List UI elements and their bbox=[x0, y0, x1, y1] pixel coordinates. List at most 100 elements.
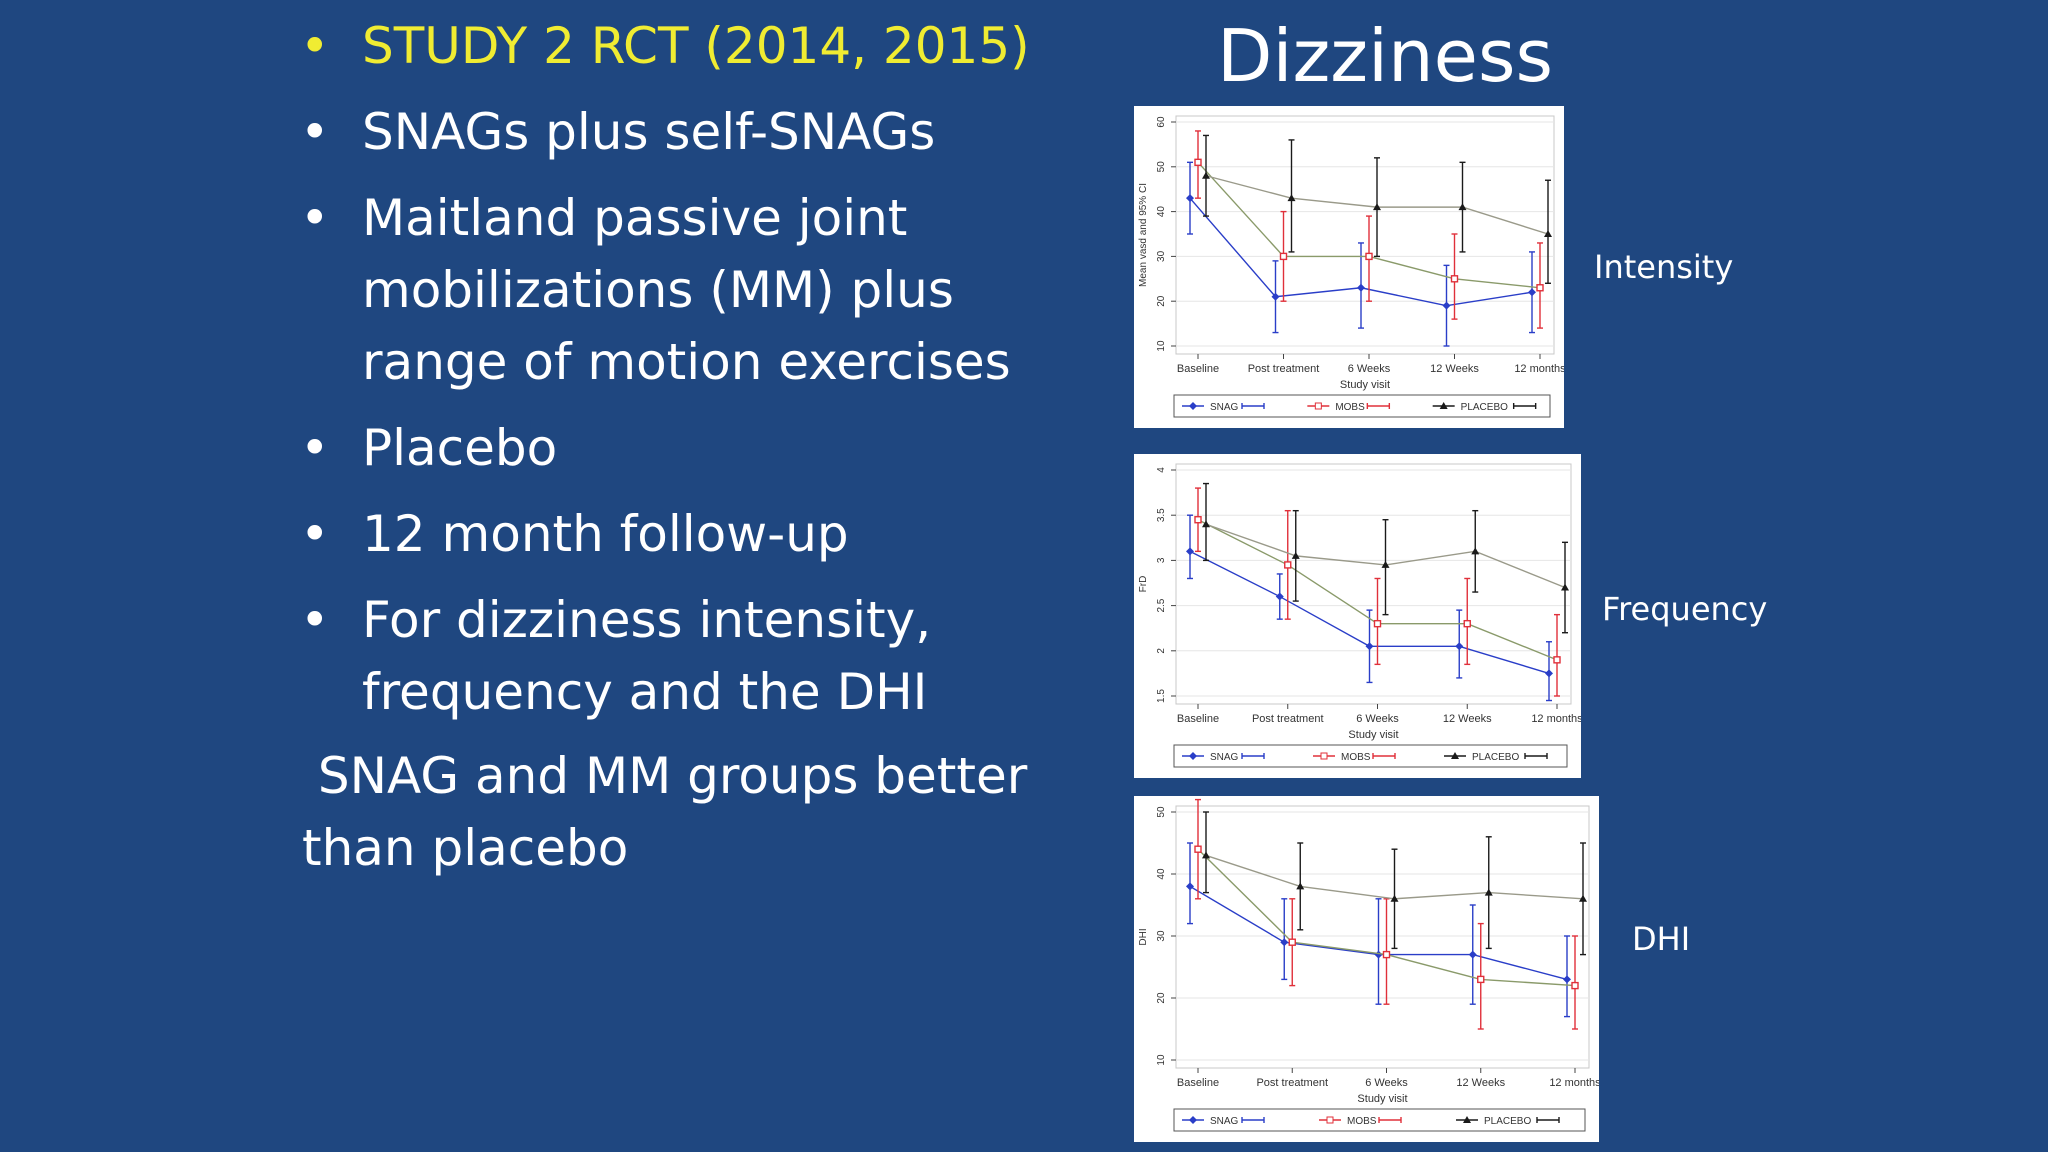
chart-panel-intensity: 10 20 30 40 50 60 Mean vasd and 95% CI Baseline… bbox=[1134, 106, 1564, 428]
legend-label: PLACEBO bbox=[1484, 1116, 1531, 1127]
y-axis-label: FrD bbox=[1138, 576, 1149, 593]
point-mobs bbox=[1463, 619, 1471, 628]
chart-dhi: 10 20 30 40 50 DHI Baseline Post treatment 6 Wee… bbox=[1138, 798, 1599, 1132]
x-tick-label: Post treatment bbox=[1256, 1077, 1328, 1089]
point-mobs bbox=[1284, 561, 1292, 569]
point-snag bbox=[1357, 283, 1365, 292]
x-axis-label: Study visit bbox=[1340, 379, 1390, 391]
point-placebo bbox=[1579, 894, 1587, 902]
point-snag bbox=[1455, 642, 1464, 651]
y-tick-label: 3.5 bbox=[1156, 508, 1167, 522]
legend-label: MOBS bbox=[1335, 402, 1365, 413]
point-snag bbox=[1528, 288, 1536, 297]
bullet-dot: • bbox=[300, 591, 330, 649]
x-tick-label: 6 Weeks bbox=[1356, 713, 1399, 725]
legend-box bbox=[1173, 394, 1551, 418]
legend-marker bbox=[1451, 752, 1459, 759]
point-mobs bbox=[1536, 284, 1544, 292]
x-tick-label: 12 Weeks bbox=[1443, 713, 1492, 725]
bullet-follow-up: • 12 month follow-up bbox=[300, 498, 1080, 570]
y-tick-label: 4 bbox=[1156, 467, 1167, 473]
x-axis-label: Study visit bbox=[1357, 1093, 1407, 1105]
point-placebo bbox=[1458, 203, 1467, 211]
legend-marker bbox=[1314, 402, 1322, 410]
y-tick-label: 50 bbox=[1156, 806, 1167, 818]
point-snag bbox=[1186, 547, 1194, 556]
point-mobs bbox=[1477, 975, 1485, 984]
legend-box bbox=[1173, 744, 1568, 768]
point-mobs bbox=[1450, 275, 1459, 283]
point-placebo bbox=[1484, 888, 1493, 896]
point-placebo bbox=[1202, 851, 1210, 859]
point-mobs bbox=[1382, 950, 1391, 959]
y-tick-label: 3 bbox=[1156, 557, 1167, 563]
chart-label-dhi: DHI bbox=[1632, 920, 1691, 958]
bullet-text: Placebo bbox=[362, 419, 558, 477]
legend-marker bbox=[1326, 1116, 1334, 1124]
point-placebo bbox=[1287, 194, 1296, 202]
bullet-outcomes: • For dizziness intensity, frequency and … bbox=[300, 584, 1080, 728]
point-placebo bbox=[1291, 551, 1300, 559]
y-tick-label: 50 bbox=[1156, 161, 1167, 173]
bullet-maitland: • Maitland passive joint mobilizations (M… bbox=[300, 182, 1080, 398]
chart-label-intensity: Intensity bbox=[1594, 248, 1734, 286]
legend-marker bbox=[1463, 1116, 1471, 1123]
y-tick-label: 20 bbox=[1156, 295, 1167, 307]
point-placebo bbox=[1390, 894, 1399, 902]
bullet-text: STUDY 2 RCT (2014, 2015) bbox=[362, 17, 1030, 75]
point-snag bbox=[1374, 950, 1383, 959]
point-snag bbox=[1563, 975, 1571, 984]
point-placebo bbox=[1561, 583, 1569, 591]
x-tick-label: 12 Weeks bbox=[1430, 363, 1479, 375]
chart-frequency: 1.5 2 2.5 3 3.5 4 FrD Baseline Post treatment 6 W… bbox=[1138, 463, 1581, 768]
point-mobs bbox=[1365, 252, 1373, 261]
legend-label: SNAG bbox=[1210, 402, 1239, 413]
legend-label: SNAG bbox=[1210, 1116, 1239, 1127]
x-tick-label: Baseline bbox=[1177, 1077, 1219, 1089]
x-tick-label: Baseline bbox=[1177, 713, 1219, 725]
legend-label: PLACEBO bbox=[1472, 752, 1519, 763]
x-tick-label: 12 Weeks bbox=[1456, 1077, 1505, 1089]
y-axis-label: Mean vasd and 95% CI bbox=[1138, 183, 1149, 287]
point-snag bbox=[1275, 592, 1284, 601]
legend-label: SNAG bbox=[1210, 752, 1239, 763]
chart-panel-frequency: 1.5 2 2.5 3 3.5 4 FrD Baseline Post treatment 6 W… bbox=[1134, 454, 1581, 778]
point-placebo bbox=[1381, 560, 1390, 568]
point-placebo bbox=[1202, 171, 1210, 179]
y-tick-label: 2 bbox=[1156, 648, 1167, 654]
slide-title: Dizziness bbox=[1217, 14, 1553, 98]
x-axis-label: Study visit bbox=[1348, 729, 1398, 741]
y-tick-label: 30 bbox=[1156, 250, 1167, 262]
y-tick-label: 2.5 bbox=[1156, 598, 1167, 612]
point-placebo bbox=[1373, 203, 1381, 211]
bullet-dot: • bbox=[300, 189, 330, 247]
legend-marker bbox=[1320, 752, 1328, 760]
point-placebo bbox=[1471, 547, 1480, 555]
point-placebo bbox=[1296, 882, 1305, 890]
legend-label: MOBS bbox=[1341, 752, 1371, 763]
y-tick-label: 10 bbox=[1156, 340, 1167, 352]
bullet-placebo: • Placebo bbox=[300, 412, 1080, 484]
x-tick-label: 12 months bbox=[1549, 1077, 1599, 1089]
point-snag bbox=[1545, 669, 1553, 678]
point-snag bbox=[1186, 194, 1194, 203]
point-mobs bbox=[1553, 656, 1561, 664]
point-mobs bbox=[1571, 981, 1579, 990]
legend-marker bbox=[1439, 402, 1448, 409]
x-tick-label: 6 Weeks bbox=[1365, 1077, 1408, 1089]
point-snag bbox=[1468, 950, 1477, 959]
bullet-dot: • bbox=[300, 17, 330, 75]
x-tick-label: 12 months bbox=[1514, 363, 1564, 375]
point-snag bbox=[1271, 292, 1280, 301]
point-placebo bbox=[1202, 520, 1210, 528]
point-mobs bbox=[1194, 845, 1202, 853]
bullet-dot: • bbox=[300, 103, 330, 161]
point-mobs bbox=[1194, 516, 1202, 524]
plot-area bbox=[1175, 463, 1572, 705]
legend-marker bbox=[1189, 1116, 1197, 1124]
x-tick-label: Post treatment bbox=[1248, 363, 1320, 375]
point-placebo bbox=[1544, 230, 1552, 237]
bullet-dot: • bbox=[300, 505, 330, 563]
chart-label-frequency: Frequency bbox=[1602, 590, 1768, 628]
point-mobs bbox=[1288, 938, 1296, 946]
